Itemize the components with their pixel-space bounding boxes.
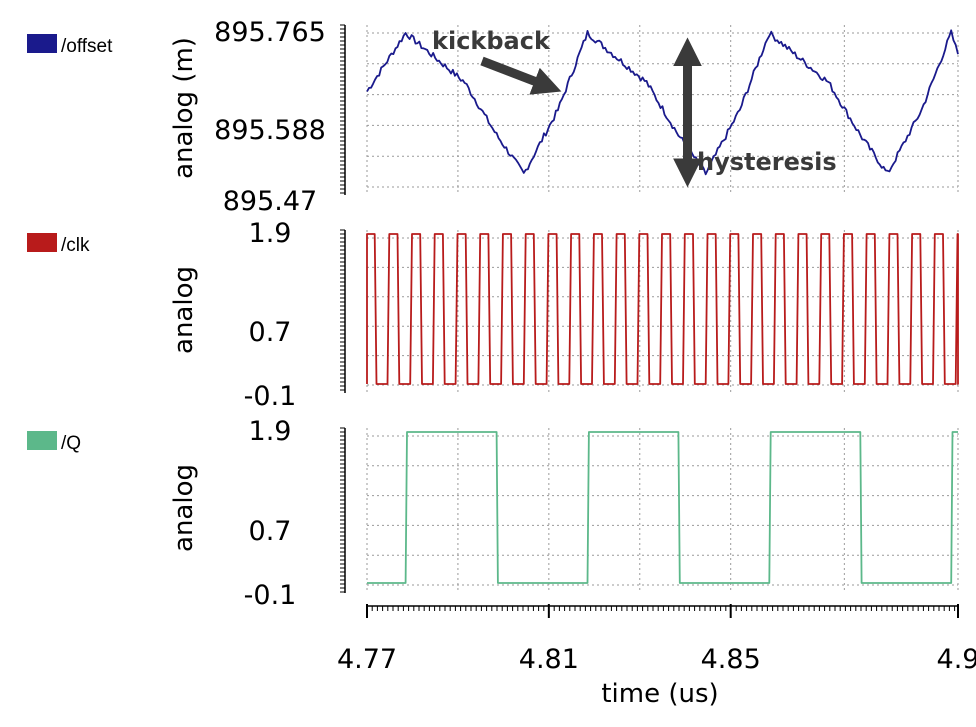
y-axis: 895.765 895.588 895.47 analog (m) [169, 17, 346, 217]
series-line-clk [366, 233, 959, 385]
x-axis-label: time (us) [601, 679, 718, 709]
series-line-Q [367, 431, 958, 584]
x-tick-label: 4.81 [519, 644, 579, 675]
y-tick-label: 1.9 [249, 218, 292, 249]
grid [366, 25, 959, 195]
series-line-offset [366, 29, 959, 176]
y-tick-label: 0.7 [249, 516, 292, 547]
clk-panel: /clk 1.9 0.7 -0.1 analog [27, 218, 959, 412]
grid [366, 428, 959, 593]
annotation-hysteresis: hysteresis [697, 148, 837, 176]
legend-label: /clk [61, 235, 90, 256]
y-tick-label: 895.765 [214, 17, 326, 48]
y-tick-label: -0.1 [244, 580, 297, 611]
annotations: kickback hysteresis [432, 27, 837, 188]
kickback-arrow [480, 56, 562, 95]
legend-label: /Q [61, 433, 81, 454]
x-tick-label: 4.85 [701, 644, 761, 675]
q-panel: /Q 1.9 0.7 -0.1 analog [27, 416, 959, 611]
y-axis-label: analog [169, 266, 199, 354]
y-axis: 1.9 0.7 -0.1 analog [169, 218, 346, 412]
legend-label: /offset [61, 36, 113, 57]
x-tick-label: 4.77 [337, 644, 397, 675]
y-tick-label: 0.7 [249, 317, 292, 348]
y-tick-label: 895.47 [223, 186, 317, 217]
y-axis-label: analog [169, 464, 199, 552]
y-tick-label: 895.588 [214, 115, 326, 146]
offset-panel: /offset 895.765 895.588 895.47 analog (m) [27, 17, 959, 217]
x-axis: 4.77 4.81 4.85 4.9 time (us) [337, 604, 976, 709]
y-axis-label: analog (m) [169, 37, 199, 179]
legend-swatch [27, 34, 57, 53]
legend-swatch [27, 233, 57, 252]
legend-swatch [27, 431, 57, 450]
x-tick-label: 4.9 [937, 644, 976, 675]
y-tick-label: -0.1 [244, 381, 297, 412]
y-axis: 1.9 0.7 -0.1 analog [169, 416, 346, 611]
annotation-kickback: kickback [432, 27, 551, 55]
y-tick-label: 1.9 [249, 416, 292, 447]
